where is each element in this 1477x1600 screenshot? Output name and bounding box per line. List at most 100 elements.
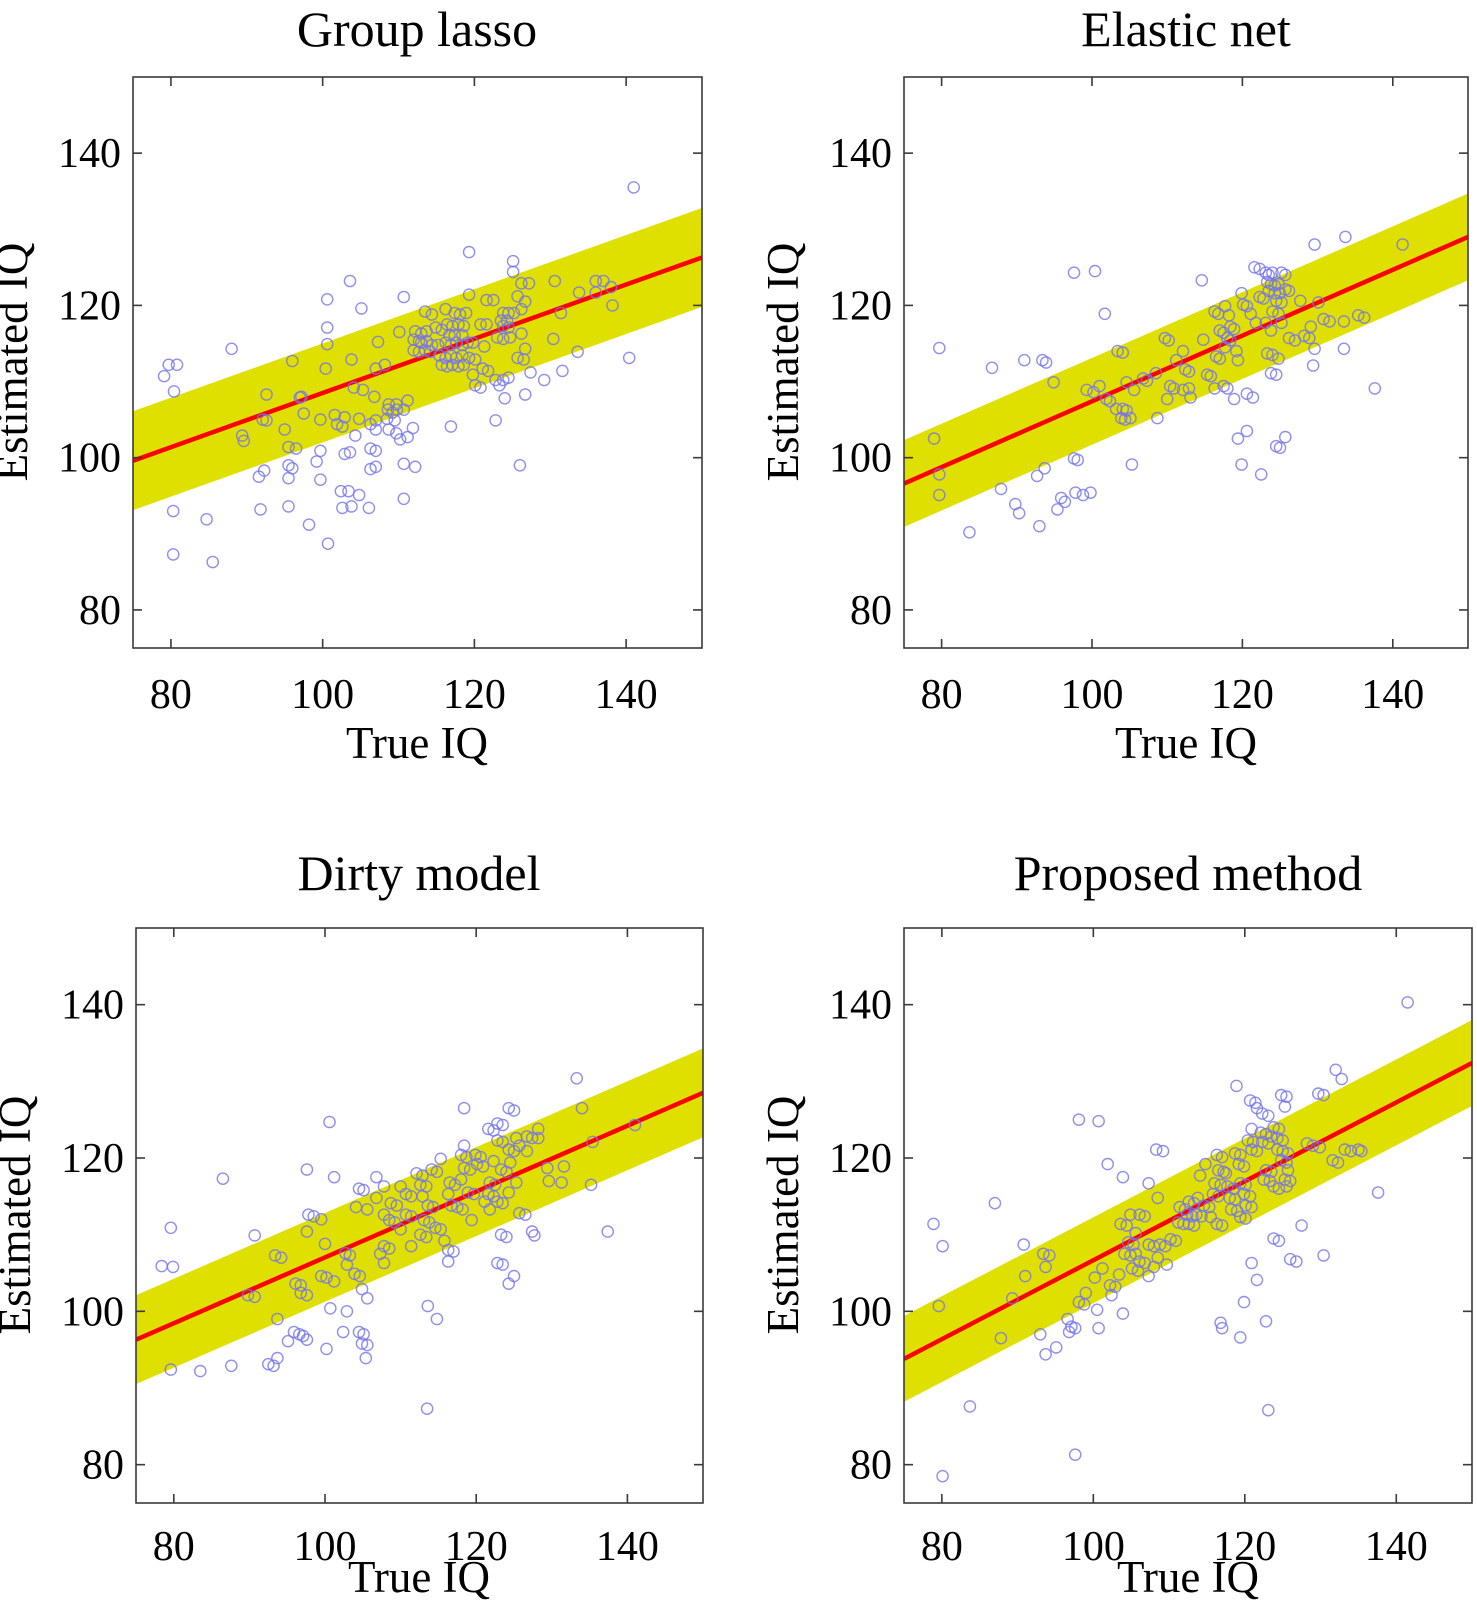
scatter-point: [1249, 1096, 1262, 1110]
scatter-points: [157, 181, 641, 569]
scatter-point: [498, 391, 512, 405]
scatter-point: [345, 353, 358, 366]
scatter-point: [1239, 1212, 1252, 1225]
scatter-point: [1133, 1208, 1146, 1221]
scatter-point: [1072, 1113, 1086, 1126]
scatter-point: [1338, 1143, 1352, 1156]
scatter-point: [494, 314, 508, 327]
scatter-point: [1142, 1269, 1155, 1283]
scatter-point: [1124, 1249, 1137, 1262]
scatter-point: [1246, 1135, 1260, 1149]
scatter-point: [430, 1312, 444, 1326]
y-tick-label: 80: [850, 1443, 892, 1489]
scatter-point: [425, 308, 439, 321]
scatter-point: [994, 1331, 1008, 1345]
scatter-point: [268, 1249, 282, 1262]
scatter-point: [547, 332, 560, 346]
scatter-point: [457, 319, 471, 333]
scatter-point: [1068, 1321, 1082, 1335]
scatter-point: [502, 1186, 516, 1199]
scatter-point: [1218, 340, 1232, 354]
scatter-point: [1006, 1292, 1019, 1305]
scatter-point: [338, 410, 352, 424]
scatter-point: [622, 351, 636, 365]
scatter-point: [356, 383, 370, 397]
scatter-point: [462, 288, 476, 302]
scatter-point: [1337, 315, 1351, 328]
scatter-point: [507, 1104, 521, 1117]
scatter-point: [1240, 424, 1254, 438]
scatter-point: [476, 1160, 490, 1173]
scatter-point: [296, 1329, 310, 1343]
scatter-point: [1280, 1090, 1293, 1103]
scatter-point: [162, 358, 175, 372]
scatter-point: [447, 1245, 460, 1258]
scatter-point: [369, 362, 383, 375]
scatter-point: [1368, 382, 1382, 395]
scatter-point: [1038, 461, 1051, 475]
scatter-point: [320, 1271, 333, 1284]
scatter-point: [1068, 1448, 1082, 1461]
scatter-point: [310, 455, 323, 468]
scatter-point: [1260, 347, 1274, 360]
scatter-point: [444, 1199, 458, 1212]
scatter-point: [1262, 1403, 1275, 1417]
scatter-point: [1259, 1164, 1273, 1177]
scatter-point: [500, 1230, 513, 1244]
scatter-point: [467, 1187, 481, 1201]
scatter-point: [1140, 374, 1154, 388]
scatter-point: [1062, 1325, 1076, 1339]
scatter-point: [416, 1169, 429, 1182]
x-tick-label: 100: [291, 672, 354, 718]
y-axis-label-group-lasso: Estimated IQ: [0, 243, 37, 482]
scatter-point: [1043, 1249, 1056, 1262]
scatter-point: [360, 1292, 374, 1305]
scatter-point: [318, 1237, 332, 1251]
scatter-point: [1272, 1234, 1286, 1248]
y-axis-label-elastic-net: Estimated IQ: [758, 243, 808, 482]
scatter-point: [237, 434, 251, 448]
scatter-point: [261, 1357, 275, 1371]
x-tick-label: 140: [596, 1524, 659, 1570]
scatter-point: [434, 1223, 448, 1236]
scatter-point: [932, 1299, 946, 1313]
scatter-point: [321, 537, 335, 551]
scatter-point: [216, 1172, 230, 1185]
scatter-point: [503, 331, 517, 344]
plot-proposed-method: 80 100 120 140 80 100 120 140 Proposed method T…: [758, 845, 1473, 1600]
scatter-point: [155, 1259, 168, 1273]
scatter-point: [491, 1134, 504, 1147]
scatter-point: [1239, 1178, 1252, 1192]
scatter-point: [377, 1256, 391, 1270]
scatter-point: [1279, 268, 1292, 282]
scatter-point: [1191, 1191, 1205, 1205]
scatter-point: [166, 548, 180, 561]
scatter-point: [1265, 1165, 1278, 1179]
plot-area-elastic-net: 80 100 120 140 80 100 120 140: [829, 76, 1469, 718]
scatter-point: [1264, 324, 1278, 337]
scatter-point: [584, 1178, 598, 1192]
scatter-point: [548, 274, 562, 288]
scatter-point: [1125, 458, 1139, 471]
axes-box: [135, 927, 704, 1504]
scatter-point: [377, 1180, 391, 1193]
scatter-point: [342, 484, 355, 498]
scatter-point: [1118, 413, 1132, 426]
scatter-point: [371, 335, 385, 349]
scatter-point: [555, 1176, 568, 1189]
scatter-point: [502, 371, 515, 385]
scatter-point: [1275, 296, 1288, 309]
scatter-point: [164, 1221, 178, 1235]
scatter-point: [522, 276, 536, 290]
scatter-point: [1092, 1114, 1105, 1128]
scatter-point: [519, 1208, 532, 1221]
scatter-point: [1061, 1312, 1074, 1326]
scatter-point: [1103, 394, 1117, 408]
y-tick-label: 140: [829, 983, 892, 1029]
scatter-point: [457, 1139, 471, 1152]
y-tick-label: 100: [61, 1289, 124, 1335]
scatter-point: [491, 1256, 504, 1270]
scatter-point: [426, 1200, 440, 1214]
scatter-point: [589, 286, 603, 299]
scatter-point: [1237, 1160, 1251, 1173]
